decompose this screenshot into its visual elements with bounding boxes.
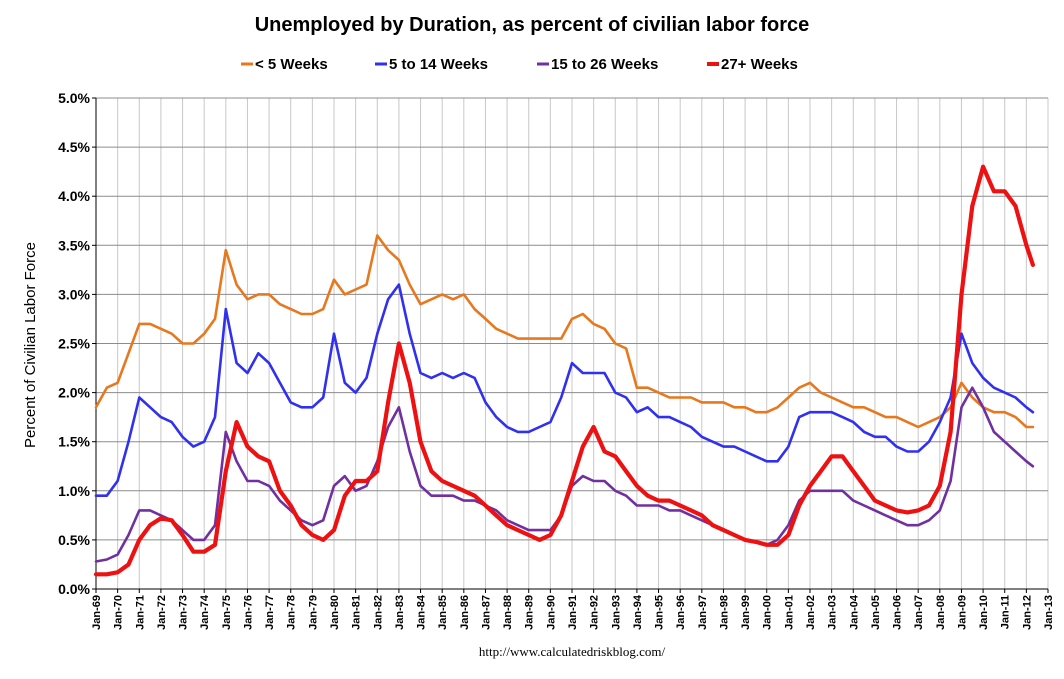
x-axis-tick-labels: Jan-69 Jan-70 Jan-71 Jan-72 Jan-73 Jan-74 Jan-… <box>91 589 1055 630</box>
x-tick-label: Jan-09 <box>956 595 968 630</box>
legend-label: 5 to 14 Weeks <box>389 56 488 73</box>
y-tick-label: 5.0% <box>58 90 90 106</box>
y-axis-tick-labels: 0.0% 0.5% 1.0% 1.5% 2.0% 2.5% 3.0% 3.5% 4.0% 4.5%… <box>58 90 96 597</box>
x-tick-label: Jan-95 <box>654 595 666 630</box>
x-tick-label: Jan-74 <box>199 594 211 630</box>
chart-title: Unemployed by Duration, as percent of ci… <box>255 14 810 36</box>
x-tick-label: Jan-08 <box>935 595 947 630</box>
x-tick-label: Jan-07 <box>913 595 925 630</box>
x-tick-label: Jan-04 <box>848 594 860 630</box>
x-tick-label: Jan-89 <box>524 595 536 630</box>
x-tick-label: Jan-71 <box>134 595 146 630</box>
legend-label: < 5 Weeks <box>255 56 328 73</box>
x-tick-label: Jan-11 <box>1000 595 1012 629</box>
x-tick-label: Jan-00 <box>762 595 774 630</box>
y-tick-label: 2.5% <box>58 336 90 352</box>
x-tick-label: Jan-99 <box>740 595 752 630</box>
x-tick-label: Jan-98 <box>718 595 730 630</box>
x-tick-label: Jan-92 <box>589 595 601 630</box>
x-tick-label: Jan-85 <box>437 595 449 630</box>
x-tick-label: Jan-82 <box>372 595 384 630</box>
x-tick-label: Jan-80 <box>329 595 341 630</box>
x-tick-label: Jan-01 <box>783 595 795 630</box>
x-tick-label: Jan-72 <box>156 595 168 630</box>
x-tick-label: Jan-75 <box>221 595 233 630</box>
x-tick-label: Jan-05 <box>870 595 882 630</box>
x-tick-label: Jan-93 <box>610 595 622 630</box>
x-tick-label: Jan-96 <box>675 595 687 630</box>
x-tick-label: Jan-86 <box>459 595 471 630</box>
series-line-0 <box>94 234 1035 429</box>
source-url: http://www.calculatedriskblog.com/ <box>479 644 666 659</box>
y-tick-label: 4.0% <box>58 188 90 204</box>
y-tick-label: 1.0% <box>58 483 90 499</box>
legend-label: 27+ Weeks <box>721 56 798 73</box>
y-tick-label: 3.0% <box>58 286 90 302</box>
x-tick-label: Jan-88 <box>502 595 514 630</box>
x-tick-label: Jan-84 <box>416 594 428 630</box>
y-axis-label: Percent of Civilian Labor Force <box>22 242 39 448</box>
x-tick-label: Jan-90 <box>545 595 557 630</box>
chart-gridlines <box>95 97 1049 590</box>
x-tick-label: Jan-02 <box>805 595 817 630</box>
x-tick-label: Jan-76 <box>242 595 254 630</box>
x-tick-label: Jan-10 <box>978 595 990 630</box>
x-tick-label: Jan-91 <box>567 595 579 630</box>
chart-series <box>93 164 1036 577</box>
x-tick-label: Jan-12 <box>1021 595 1033 630</box>
x-tick-label: Jan-03 <box>827 595 839 630</box>
x-tick-label: Jan-81 <box>351 595 363 630</box>
y-tick-label: 1.5% <box>58 434 90 450</box>
series-line-1 <box>94 283 1035 498</box>
y-tick-label: 4.5% <box>58 139 90 155</box>
x-tick-label: Jan-79 <box>307 595 319 630</box>
series-line-2 <box>94 386 1035 563</box>
x-tick-label: Jan-78 <box>286 595 298 630</box>
x-tick-label: Jan-73 <box>178 595 190 630</box>
x-tick-label: Jan-94 <box>632 594 644 630</box>
x-tick-label: Jan-77 <box>264 595 276 630</box>
y-tick-label: 0.5% <box>58 532 90 548</box>
x-tick-label: Jan-70 <box>113 595 125 630</box>
series-line-3 <box>93 164 1036 577</box>
y-tick-label: 2.0% <box>58 385 90 401</box>
x-tick-label: Jan-83 <box>394 595 406 630</box>
x-tick-label: Jan-06 <box>892 595 904 630</box>
y-tick-label: 3.5% <box>58 237 90 253</box>
legend-label: 15 to 26 Weeks <box>551 56 658 73</box>
y-tick-label: 0.0% <box>58 581 90 597</box>
x-tick-label: Jan-69 <box>91 595 103 630</box>
x-tick-label: Jan-13 <box>1043 595 1055 630</box>
x-tick-label: Jan-87 <box>480 595 492 630</box>
x-tick-label: Jan-97 <box>697 595 709 630</box>
chart-legend: < 5 Weeks 5 to 14 Weeks 15 to 26 Weeks 27+ … <box>241 56 798 73</box>
